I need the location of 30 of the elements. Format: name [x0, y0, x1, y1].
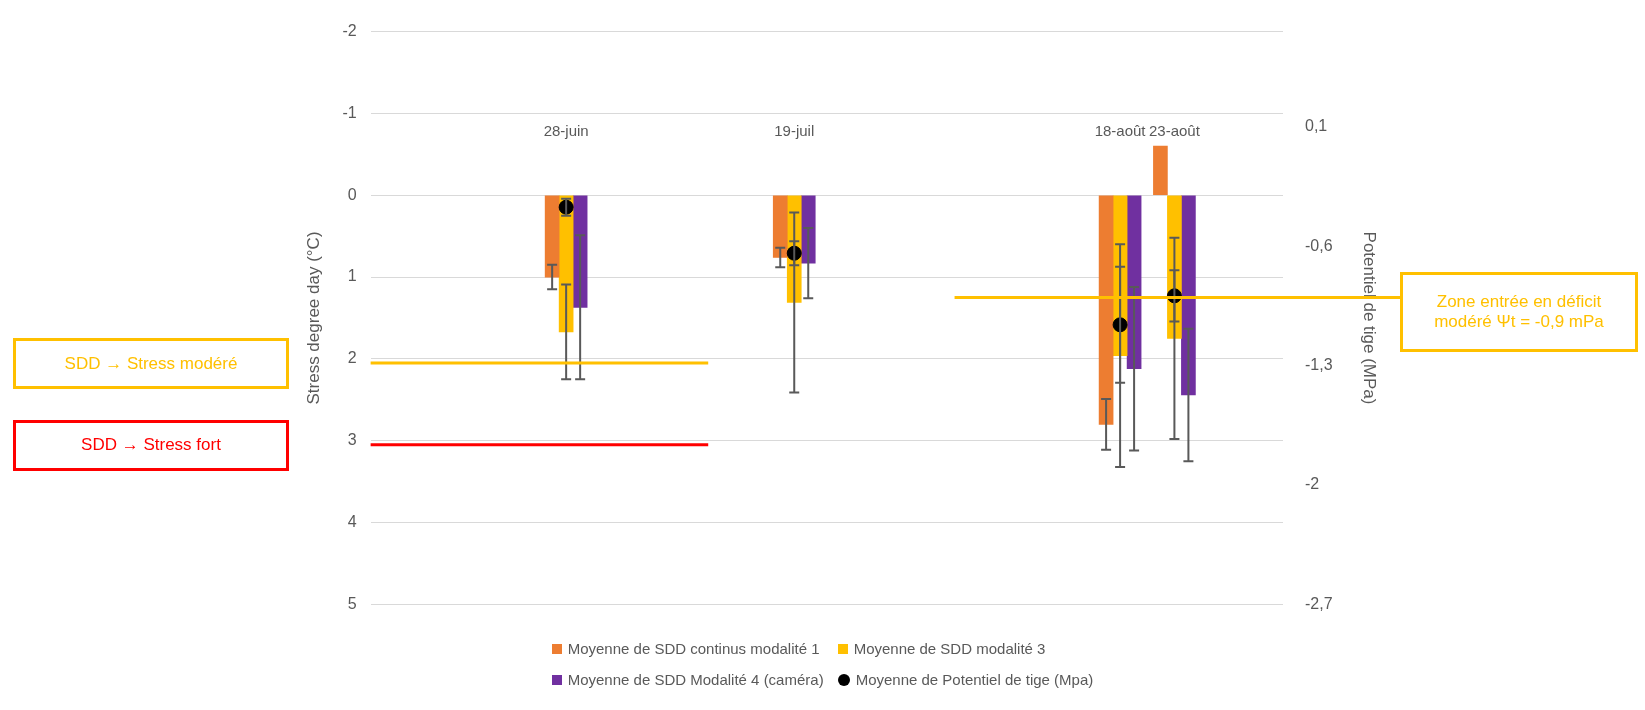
y2-tick-label: -1,3: [1305, 356, 1333, 374]
y-tick-label: 5: [347, 594, 357, 612]
x-tick-label: 18-août: [1094, 121, 1147, 139]
y-tick-label: 0: [347, 185, 357, 203]
bar: [1153, 145, 1168, 196]
y-tick-label: 3: [347, 431, 357, 449]
x-tick-label: 19-juil: [774, 121, 815, 139]
y-tick-label: -1: [342, 103, 357, 121]
y-axis-title: Stress degree day (°C): [303, 231, 323, 405]
y2-tick-label: -0,6: [1305, 236, 1333, 254]
y-tick-label: 1: [347, 267, 357, 285]
ref-line-label: Zone entrée en déficit modéré Ψt = -0,9 mPa: [1400, 271, 1638, 352]
bar: [1181, 195, 1196, 396]
legend-label: Moyenne de SDD continus modalité 1: [567, 640, 820, 657]
y2-tick-label: -2: [1305, 475, 1320, 493]
ref-line-label: SDD → Stress fort: [13, 419, 289, 471]
y2-tick-label: 0,1: [1305, 117, 1328, 135]
ref-line-label: SDD → Stress modéré: [13, 338, 289, 389]
x-tick-label: 23-août: [1148, 121, 1201, 139]
y2-tick-label: -2,7: [1305, 594, 1333, 612]
legend-label: Moyenne de Potentiel de tige (Mpa): [855, 671, 1094, 688]
legend-label: Moyenne de SDD modalité 3: [853, 640, 1046, 657]
bar: [1098, 195, 1114, 425]
bar: [772, 195, 788, 258]
y-tick-label: -2: [342, 22, 357, 40]
y-tick-label: 4: [347, 512, 357, 530]
y-tick-label: 2: [347, 349, 357, 367]
bar: [544, 195, 560, 278]
x-tick-label: 28-juin: [543, 121, 589, 139]
legend-label: Moyenne de SDD Modalité 4 (caméra): [567, 671, 824, 688]
